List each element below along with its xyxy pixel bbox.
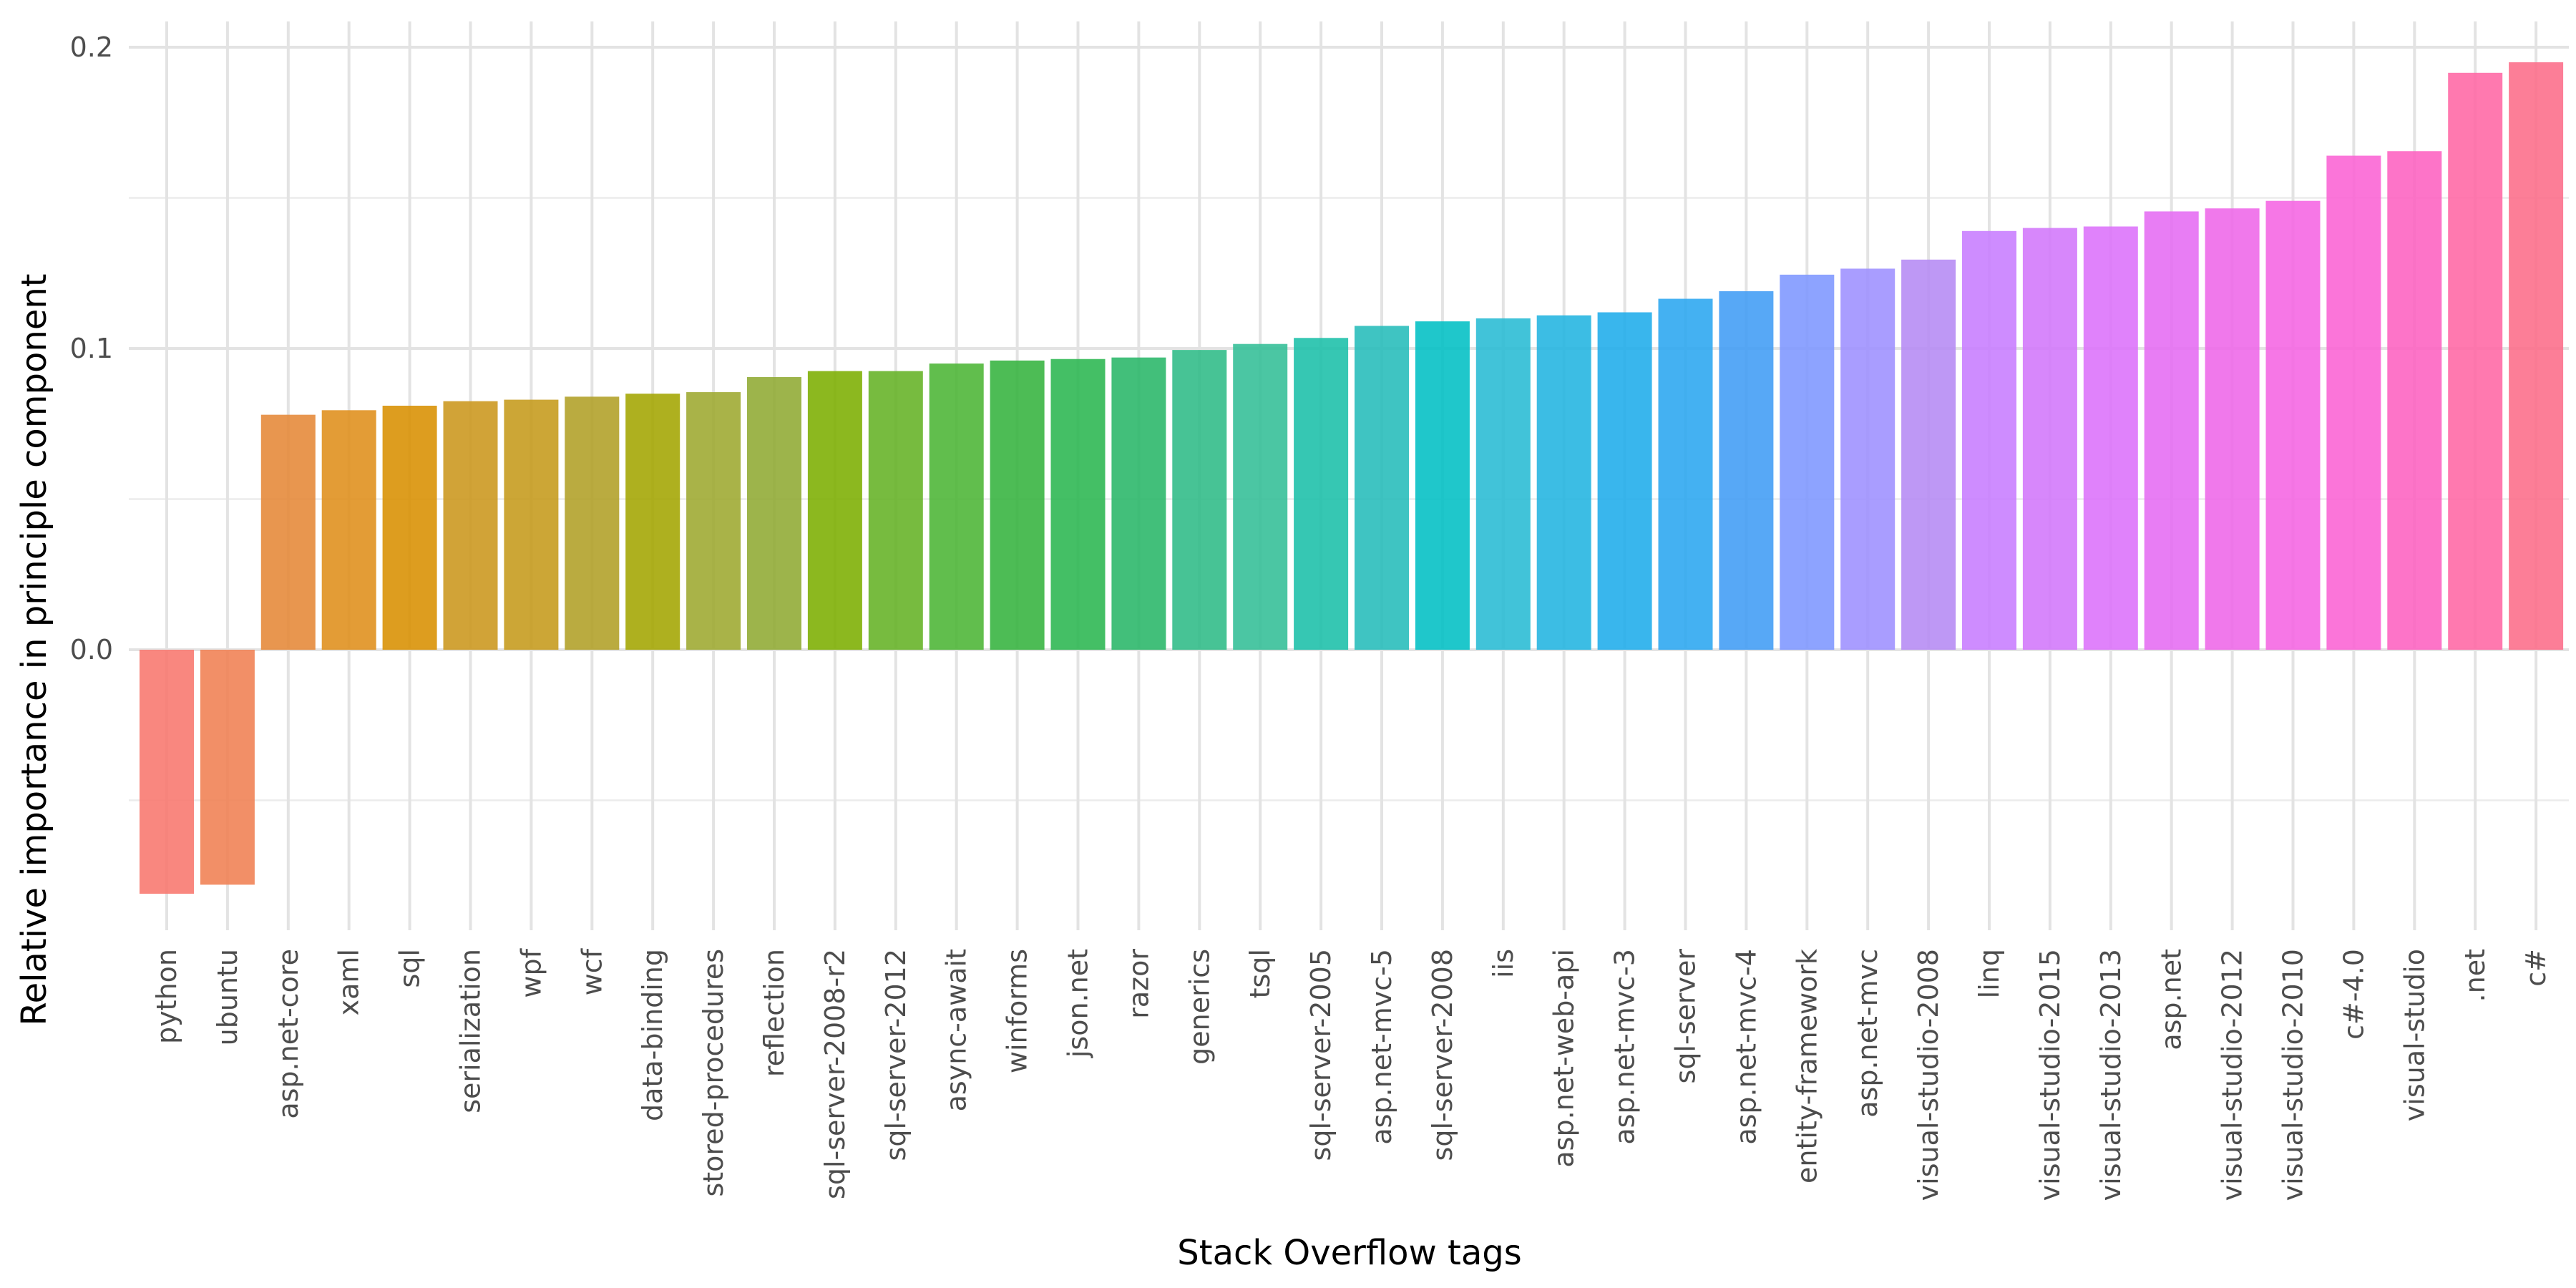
x-tick-label: python — [151, 949, 182, 1044]
x-tick-label: json.net — [1063, 949, 1094, 1058]
x-tick-label: asp.net-mvc-3 — [1609, 949, 1641, 1145]
bar-stored-procedures — [686, 392, 741, 650]
bar-asp.net-mvc-3 — [1597, 312, 1652, 650]
x-tick-label: sql-server — [1670, 949, 1702, 1084]
bar-asp.net — [2144, 211, 2199, 650]
bar-iis — [1475, 318, 1531, 650]
bar-reflection — [747, 376, 801, 650]
x-tick-label: asp.net-mvc — [1852, 949, 1883, 1118]
bar-visual-studio-2012 — [2205, 208, 2260, 650]
x-tick-label: asp.net-mvc-4 — [1730, 949, 1762, 1145]
y-axis-ticks: 0.0 0.1 0.2 — [70, 31, 113, 665]
bar-data-binding — [625, 394, 680, 650]
bar-linq — [1962, 230, 2016, 650]
bar-sql — [382, 405, 437, 650]
bar-asp.net-web-api — [1536, 315, 1591, 650]
x-tick-label: asp.net-core — [273, 949, 304, 1119]
bar-visual-studio-2015 — [2022, 228, 2077, 650]
x-tick-label: sql-server-2005 — [1305, 949, 1337, 1161]
x-tick-label: c#-4.0 — [2338, 949, 2369, 1040]
bar-visual-studio-2010 — [2265, 200, 2321, 650]
bar-sql-server-2005 — [1294, 338, 1349, 650]
x-tick-label: ubuntu — [212, 949, 243, 1045]
x-axis-title: Stack Overflow tags — [1177, 1233, 1521, 1273]
x-tick-label: sql — [394, 949, 426, 987]
x-tick-label: wpf — [515, 947, 547, 997]
x-tick-label: wcf — [576, 947, 608, 995]
x-tick-label: visual-studio — [2399, 949, 2430, 1121]
bar-wcf — [565, 396, 620, 650]
bar-razor — [1111, 357, 1166, 650]
x-tick-label: reflection — [758, 949, 790, 1077]
y-tick-label: 0.2 — [70, 31, 113, 63]
bar-winforms — [990, 360, 1045, 650]
x-tick-label: sql-server-2008-r2 — [819, 949, 851, 1199]
bar-serialization — [443, 401, 498, 650]
x-tick-label: asp.net-web-api — [1548, 949, 1580, 1168]
bar-visual-studio — [2387, 151, 2442, 650]
bar-c#-4.0 — [2326, 155, 2381, 650]
x-tick-label: winforms — [1002, 949, 1033, 1073]
x-tick-label: visual-studio-2012 — [2217, 949, 2248, 1201]
x-tick-label: razor — [1123, 949, 1154, 1019]
x-tick-label: visual-studio-2013 — [2095, 949, 2127, 1201]
bar-asp.net-mvc-4 — [1719, 291, 1774, 650]
bar-python — [140, 650, 194, 894]
x-tick-label: sql-server-2008 — [1427, 949, 1458, 1161]
bar-ubuntu — [200, 650, 255, 885]
bar-.net — [2448, 72, 2503, 650]
bar-xaml — [321, 410, 376, 650]
y-axis-title: Relative importance in principle compone… — [14, 273, 54, 1025]
x-tick-label: visual-studio-2008 — [1913, 949, 1944, 1201]
x-tick-label: entity-framework — [1791, 949, 1823, 1184]
x-tick-label: asp.net-mvc-5 — [1366, 949, 1397, 1145]
x-tick-label: iis — [1488, 949, 1519, 978]
bar-asp.net-core — [260, 414, 316, 650]
bar-tsql — [1233, 343, 1288, 650]
x-tick-label: visual-studio-2010 — [2278, 949, 2309, 1201]
x-tick-label: c# — [2520, 949, 2552, 987]
x-tick-label: visual-studio-2015 — [2034, 949, 2066, 1201]
bar-visual-studio-2013 — [2083, 226, 2138, 650]
y-tick-label: 0.1 — [70, 333, 113, 364]
x-tick-label: stored-procedures — [698, 949, 729, 1197]
bar-json.net — [1050, 358, 1106, 650]
x-tick-label: linq — [1974, 949, 2005, 998]
bar-entity-framework — [1780, 274, 1835, 650]
bar-sql-server-2012 — [868, 371, 923, 650]
x-tick-label: .net — [2459, 949, 2491, 1002]
y-tick-label: 0.0 — [70, 634, 113, 665]
bar-sql-server-2008-r2 — [807, 371, 862, 650]
bar-sql-server-2008 — [1415, 321, 1470, 650]
bar-asp.net-mvc-5 — [1355, 326, 1409, 650]
x-tick-label: asp.net — [2156, 949, 2187, 1050]
x-tick-label: data-binding — [637, 949, 668, 1121]
x-tick-label: xaml — [333, 949, 365, 1015]
x-axis-ticks: python ubuntu asp.net-core xaml sql serializa… — [151, 947, 2552, 1201]
x-tick-label: generics — [1184, 949, 1215, 1065]
bar-generics — [1172, 350, 1227, 650]
x-tick-label: async-await — [941, 949, 972, 1111]
bar-c# — [2509, 62, 2564, 650]
bars — [140, 62, 2564, 894]
bar-wpf — [504, 399, 559, 650]
x-tick-label: tsql — [1244, 949, 1276, 998]
x-tick-label: serialization — [455, 949, 487, 1113]
bar-async-await — [929, 364, 984, 650]
x-tick-label: sql-server-2012 — [880, 949, 912, 1161]
bar-asp.net-mvc — [1840, 268, 1896, 650]
bar-sql-server — [1658, 298, 1713, 650]
bar-visual-studio-2008 — [1901, 259, 1956, 650]
